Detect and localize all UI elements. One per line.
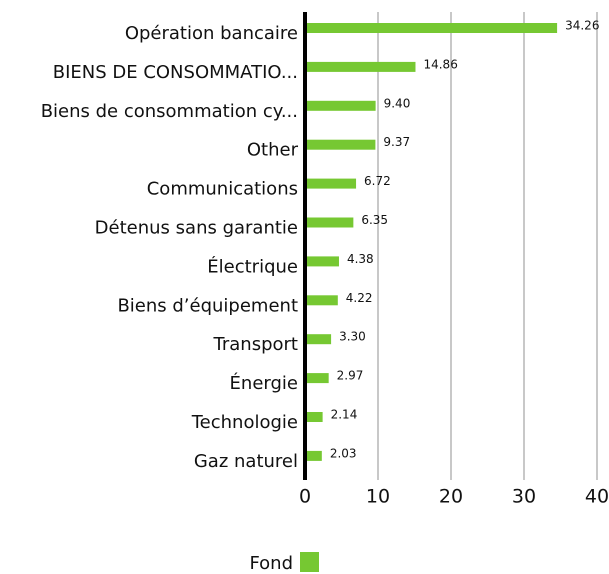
value-label: 2.03 xyxy=(330,446,357,460)
x-tick-label: 0 xyxy=(299,486,311,508)
value-label: 4.38 xyxy=(347,252,374,266)
bar xyxy=(307,450,322,461)
value-label: 2.14 xyxy=(331,408,358,422)
y-tick-label: Détenus sans garantie xyxy=(95,218,298,239)
value-label: 6.72 xyxy=(364,174,391,188)
legend-label: Fond xyxy=(249,553,293,574)
bar xyxy=(307,139,376,150)
value-label: 2.97 xyxy=(337,369,364,383)
bar xyxy=(307,23,558,33)
y-tick-label: Biens d’équipement xyxy=(117,295,298,316)
y-tick-label: Technologie xyxy=(191,412,298,433)
x-tick-label: 10 xyxy=(366,486,390,508)
bar xyxy=(307,178,357,189)
bar xyxy=(307,334,332,345)
value-label: 4.22 xyxy=(346,291,373,305)
value-label: 14.86 xyxy=(423,57,457,71)
bar xyxy=(307,100,376,111)
y-tick-label: BIENS DE CONSOMMATIO... xyxy=(53,62,298,83)
y-tick-label: Other xyxy=(247,140,299,161)
y-tick-label: Énergie xyxy=(230,372,298,394)
legend-swatch xyxy=(300,552,319,572)
y-tick-label: Opération bancaire xyxy=(125,23,298,44)
y-tick-label: Électrique xyxy=(207,255,298,277)
bar xyxy=(307,295,338,306)
value-label: 9.40 xyxy=(384,96,411,110)
value-label: 9.37 xyxy=(383,135,410,149)
x-tick-label: 40 xyxy=(585,486,609,508)
bar xyxy=(307,412,323,422)
y-tick-label: Communications xyxy=(147,179,298,200)
x-tick-label: 20 xyxy=(439,486,463,508)
y-tick-label: Gaz naturel xyxy=(194,451,298,472)
bar xyxy=(307,373,329,384)
value-label: 6.35 xyxy=(361,213,388,227)
bar xyxy=(307,61,416,72)
y-tick-label: Transport xyxy=(213,334,298,355)
y-tick-label: Biens de consommation cy... xyxy=(41,101,298,122)
bar xyxy=(307,256,339,267)
x-tick-label: 30 xyxy=(512,486,536,508)
value-label: 34.26 xyxy=(565,19,599,33)
bar xyxy=(307,217,354,228)
value-label: 3.30 xyxy=(339,330,366,344)
